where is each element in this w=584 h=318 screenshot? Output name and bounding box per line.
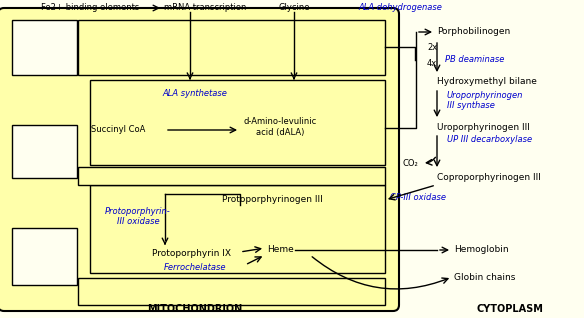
Text: Protoporphyrin IX: Protoporphyrin IX xyxy=(152,248,231,258)
Text: ALA dehydrogenase: ALA dehydrogenase xyxy=(358,3,442,12)
Bar xyxy=(12,228,77,285)
Text: ALA synthetase: ALA synthetase xyxy=(162,88,227,98)
Text: Hydroxymethyl bilane: Hydroxymethyl bilane xyxy=(437,78,537,86)
Text: mRNA transcription: mRNA transcription xyxy=(164,3,246,12)
Text: Hemoglobin: Hemoglobin xyxy=(454,245,509,254)
Bar xyxy=(78,167,385,185)
Text: CP-III oxidase: CP-III oxidase xyxy=(390,193,446,203)
Text: Heme: Heme xyxy=(267,245,294,254)
Bar xyxy=(78,278,385,305)
Text: Fe2+-binding elements: Fe2+-binding elements xyxy=(41,3,139,12)
Text: III synthase: III synthase xyxy=(447,101,495,110)
Text: CO₂: CO₂ xyxy=(402,158,418,168)
Text: Globin chains: Globin chains xyxy=(454,273,515,281)
Text: III oxidase: III oxidase xyxy=(117,217,159,225)
Bar xyxy=(90,80,385,165)
Text: acid (dALA): acid (dALA) xyxy=(256,128,304,137)
Text: Succinyl CoA: Succinyl CoA xyxy=(91,126,145,135)
Text: Porphobilinogen: Porphobilinogen xyxy=(437,27,510,37)
Text: UP III decarboxylase: UP III decarboxylase xyxy=(447,135,532,144)
Text: Coproporphyrinogen III: Coproporphyrinogen III xyxy=(437,172,541,182)
Bar xyxy=(12,125,77,178)
Text: Protoporphyrin-: Protoporphyrin- xyxy=(105,208,171,217)
Text: Uroporphyrinogen III: Uroporphyrinogen III xyxy=(437,122,530,132)
Text: 2x: 2x xyxy=(427,44,437,52)
Text: MITOCHONDRION: MITOCHONDRION xyxy=(147,304,242,314)
Text: Uroporphyrinogen: Uroporphyrinogen xyxy=(447,92,523,100)
FancyBboxPatch shape xyxy=(0,8,399,311)
Bar xyxy=(12,20,77,75)
Text: d-Amino-levulinic: d-Amino-levulinic xyxy=(244,117,317,127)
Text: Ferrochelatase: Ferrochelatase xyxy=(164,264,226,273)
Text: Protoporphyrinogen III: Protoporphyrinogen III xyxy=(221,196,322,204)
Text: 4x: 4x xyxy=(427,59,437,67)
Text: CYTOPLASM: CYTOPLASM xyxy=(477,304,544,314)
Text: Glycine: Glycine xyxy=(278,3,310,12)
Bar xyxy=(78,20,385,75)
Bar xyxy=(90,185,385,273)
Text: PB deaminase: PB deaminase xyxy=(445,56,505,65)
